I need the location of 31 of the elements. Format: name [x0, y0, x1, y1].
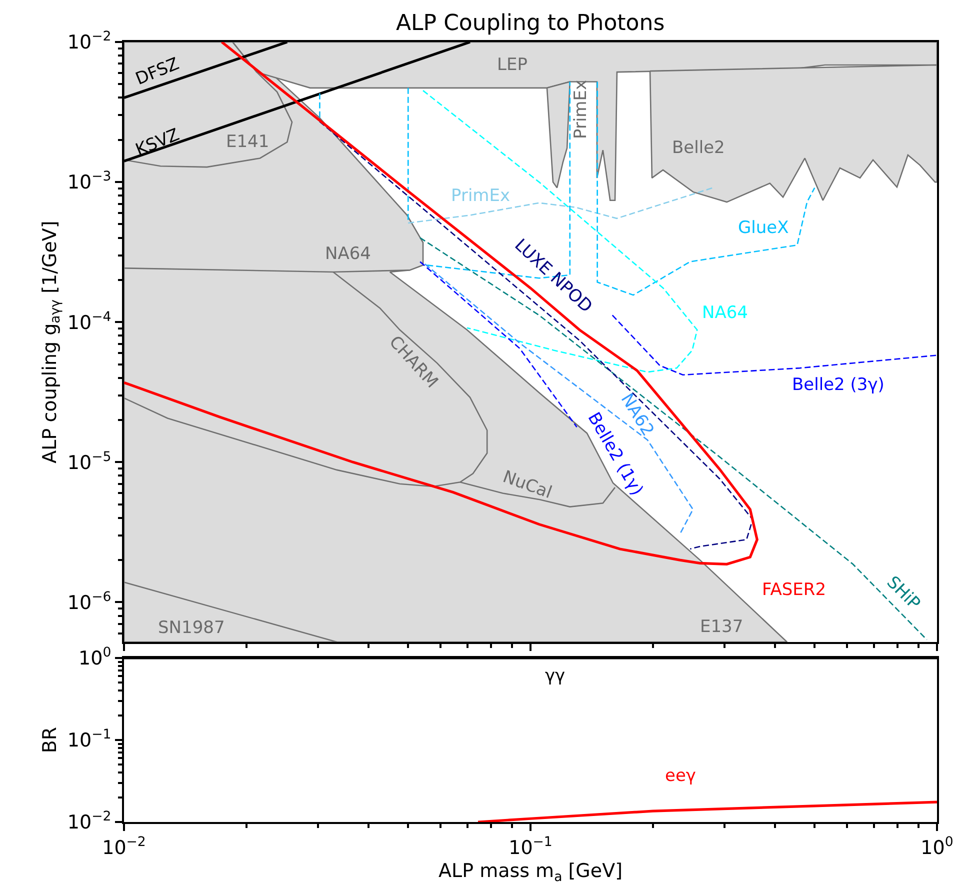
annotation: NuCal [500, 467, 554, 504]
text: DFSZ [132, 54, 182, 90]
series-label: GlueX [738, 218, 790, 238]
series-label: eeγ [665, 766, 696, 786]
x-tick-label: 10$^{−1}$ [508, 834, 552, 859]
y-tick-label: 10$^{−4}$ [67, 310, 112, 334]
annotation: LEP [497, 55, 528, 75]
annotation: NA64 [325, 244, 371, 264]
y-tick-label: 10$^{−5}$ [67, 450, 112, 474]
text: KSVZ [132, 125, 182, 161]
series-label: FASER2 [762, 580, 826, 600]
y-tick-label: 10$^{−2}$ [67, 30, 112, 54]
y-tick-label: 10$^{−1}$ [67, 728, 112, 752]
y-tick-label: 10$^{−6}$ [67, 590, 112, 614]
chart-title: ALP Coupling to Photons [396, 11, 665, 36]
annotation: SN1987 [158, 618, 225, 638]
annotation: E137 [700, 617, 744, 637]
series-label: NA64 [702, 303, 748, 323]
x-tick-label: 10$^{0}$ [920, 834, 954, 859]
annotation: PrimEx [571, 80, 591, 139]
series-label: PrimEx [451, 186, 510, 206]
x-axis-title: ALP mass m$_{a}$ [GeV] [438, 860, 623, 886]
y-tick-label: 10$^{−2}$ [67, 810, 112, 834]
y-tick-label: 10$^{−3}$ [67, 170, 112, 194]
y-axis-title: BR [38, 726, 61, 754]
annotation: E141 [226, 132, 270, 152]
series-label: Belle2 (3γ) [792, 375, 884, 395]
x-tick-label: 10$^{−2}$ [102, 834, 146, 859]
series-label: γγ [545, 666, 566, 686]
y-tick-label: 10$^{0}$ [78, 646, 112, 670]
annotation: Belle2 [672, 138, 725, 158]
